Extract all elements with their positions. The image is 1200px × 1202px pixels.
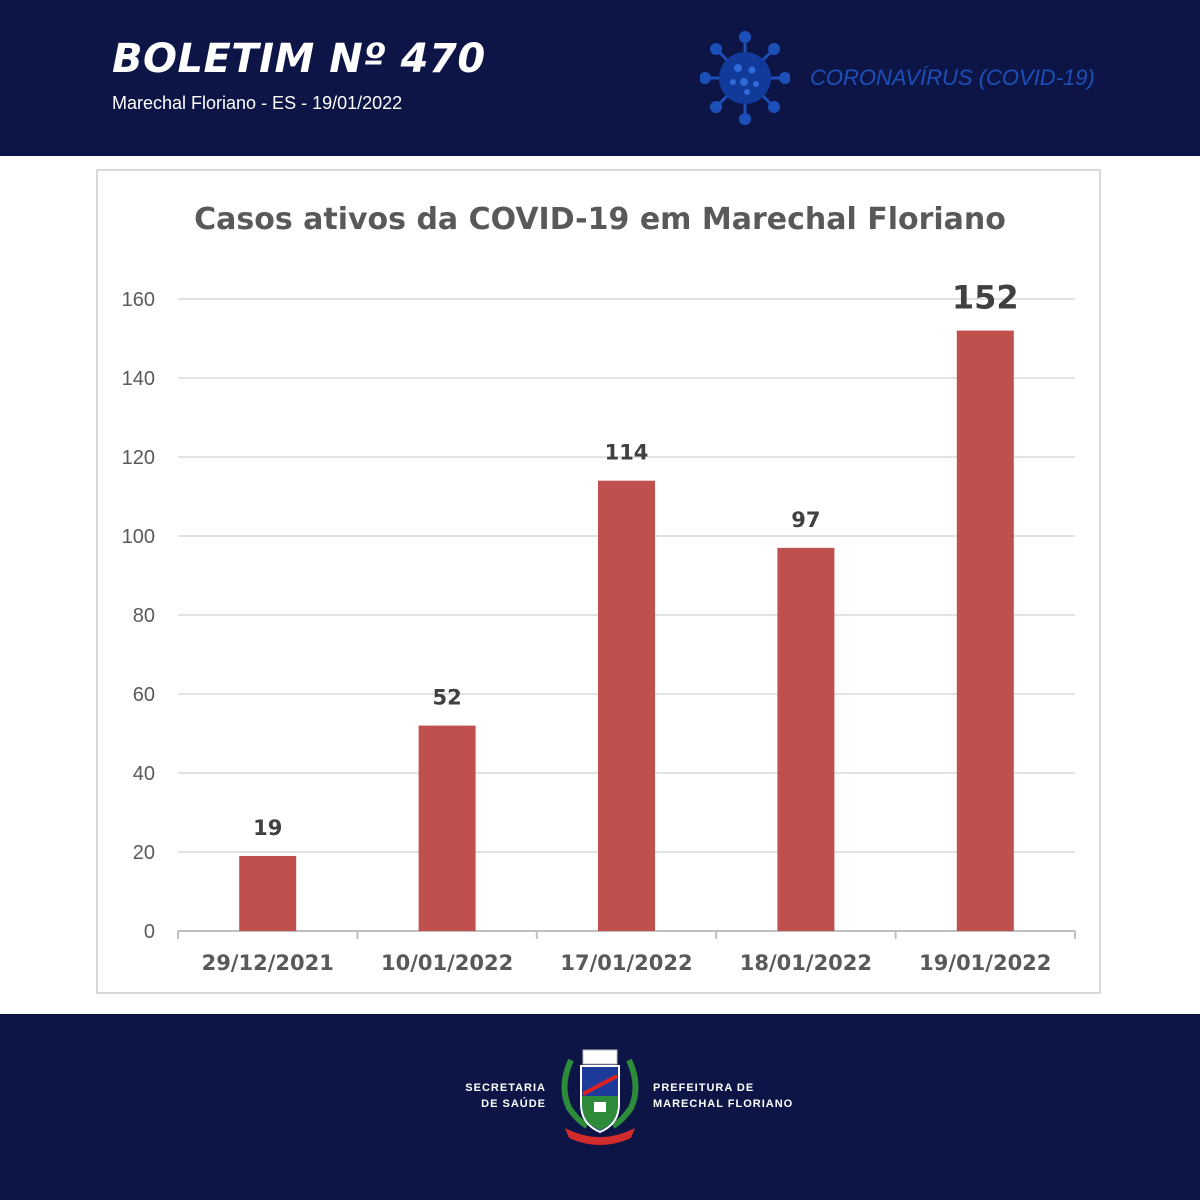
x-tick-label: 19/01/2022 xyxy=(919,951,1051,975)
y-tick-label: 40 xyxy=(133,763,155,785)
bar xyxy=(777,547,835,931)
municipal-crest-icon xyxy=(561,1049,639,1145)
data-label: 114 xyxy=(605,441,649,465)
data-label: 52 xyxy=(432,686,461,710)
x-tick-label: 17/01/2022 xyxy=(560,951,692,975)
health-department-label: SECRETARIA DE SAÚDE xyxy=(465,1082,546,1110)
y-tick-label: 160 xyxy=(122,289,155,311)
data-label: 152 xyxy=(952,279,1019,317)
y-tick-label: 120 xyxy=(122,447,155,469)
bar xyxy=(239,855,297,931)
bar xyxy=(598,480,655,931)
covid-label: CORONAVÍRUS (COVID-19) xyxy=(810,65,1095,90)
chart-card: Casos ativos da COVID-19 em Marechal Flo… xyxy=(96,169,1101,994)
x-tick-label: 10/01/2022 xyxy=(381,951,513,975)
data-label: 19 xyxy=(253,816,282,840)
bar xyxy=(956,330,1014,932)
data-label: 97 xyxy=(791,508,820,532)
y-tick-label: 0 xyxy=(144,921,155,943)
y-tick-label: 80 xyxy=(133,605,155,627)
coronavirus-icon xyxy=(700,31,790,125)
y-tick-label: 20 xyxy=(133,842,155,864)
y-tick-label: 140 xyxy=(122,368,155,390)
city-hall-label: PREFEITURA DE MARECHAL FLORIANO xyxy=(653,1082,794,1110)
x-tick-label: 18/01/2022 xyxy=(740,951,872,975)
x-tick-label: 29/12/2021 xyxy=(202,951,334,975)
bulletin-subtitle: Marechal Floriano - ES - 19/01/2022 xyxy=(112,93,403,113)
y-tick-label: 100 xyxy=(122,526,155,548)
bar xyxy=(418,725,476,931)
chart-title: Casos ativos da COVID-19 em Marechal Flo… xyxy=(194,202,1006,237)
header-band: BOLETIM Nº 470 Marechal Floriano - ES - … xyxy=(0,0,1200,156)
y-tick-label: 60 xyxy=(133,684,155,706)
bulletin-title: BOLETIM Nº 470 xyxy=(112,36,486,82)
